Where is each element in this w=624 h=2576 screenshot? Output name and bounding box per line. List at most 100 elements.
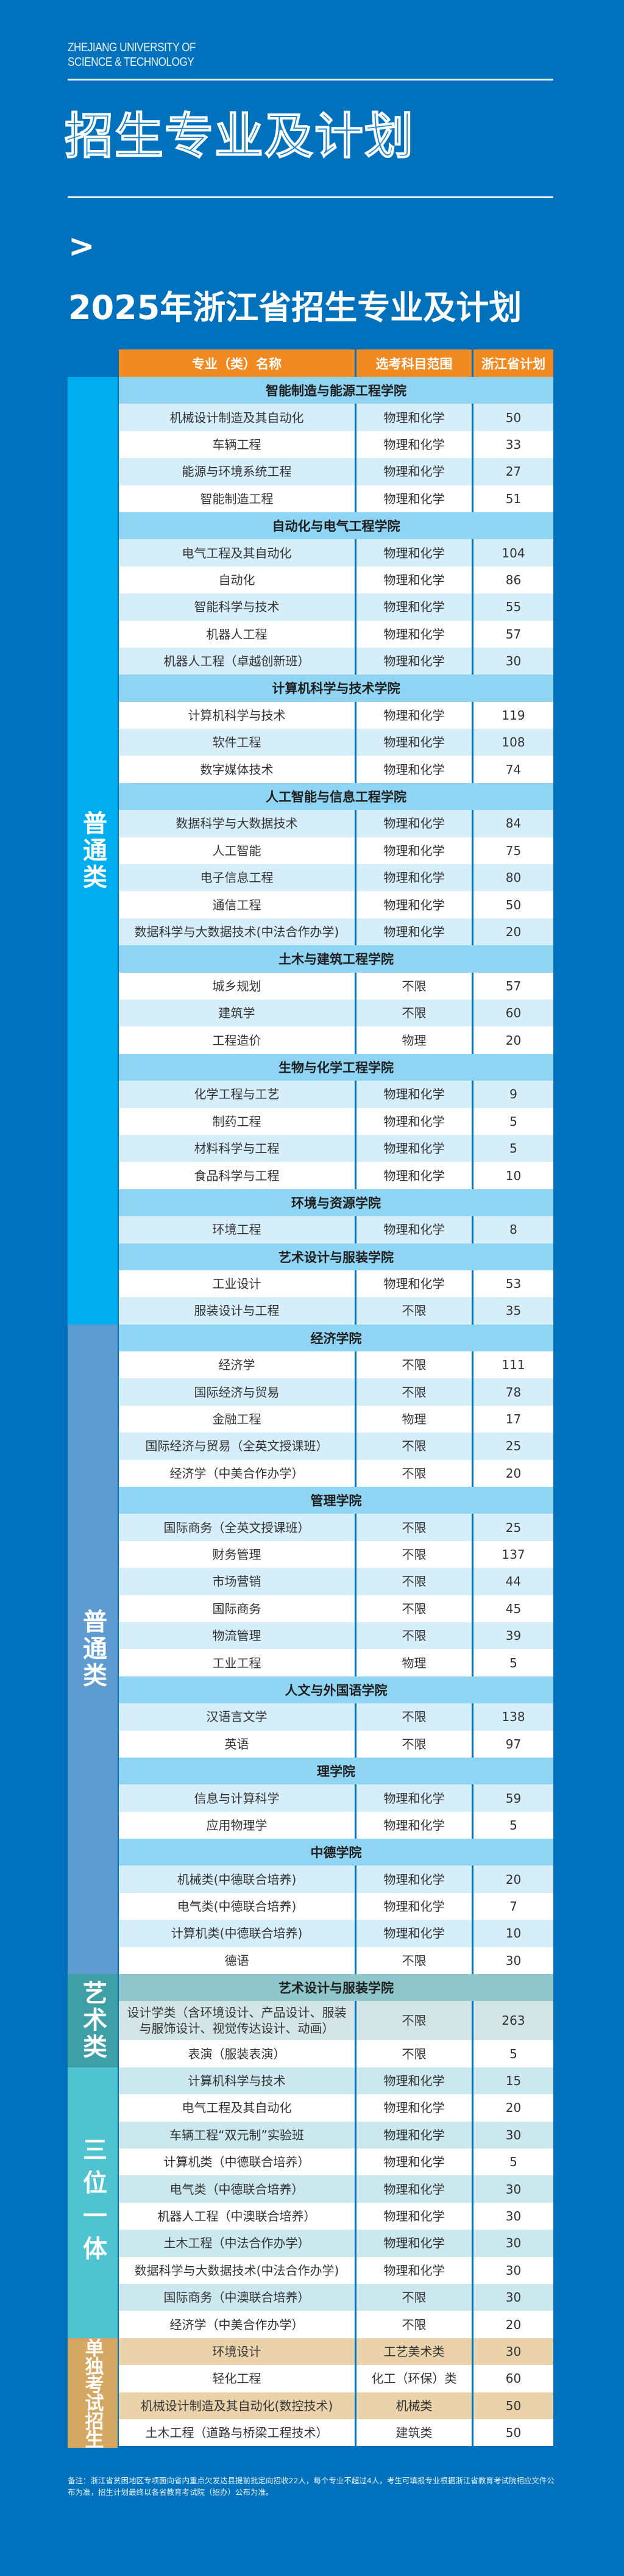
admission-plan-table: 专业（类）名称 选考科目范围 浙江省计划 普通类 智能制造与能源工程学院 机械设计制… (68, 349, 553, 2448)
subjects-cell: 物理和化学 (356, 1920, 472, 1947)
subjects-cell: 物理和化学 (356, 1892, 472, 1920)
major-name-cell: 机器人工程（中澳联合培养） (119, 2202, 355, 2230)
subjects-cell: 不限 (356, 1433, 472, 1460)
college-header: 自动化与电气工程学院 (119, 512, 553, 540)
table-row: 机器人工程（中澳联合培养） 物理和化学 30 (119, 2202, 553, 2230)
category-label-cell: 艺术类 (68, 1974, 118, 2067)
major-name-cell: 经济学（中美合作办学） (119, 2311, 355, 2338)
major-name-cell: 车辆工程“双元制”实验班 (119, 2121, 355, 2148)
table-row: 土木工程（道路与桥梁工程技术） 建筑类 50 (119, 2419, 553, 2447)
major-name-cell: 城乡规划 (119, 972, 355, 1000)
category-label: 普通类 (79, 810, 107, 891)
subjects-cell: 物理和化学 (356, 918, 472, 946)
category-label: 三位一体 (79, 2136, 107, 2269)
table-row: 工业工程 物理 5 (119, 1649, 553, 1676)
plan-count-cell: 5 (473, 1811, 553, 1839)
subjects-cell: 不限 (356, 1730, 472, 1758)
major-name-cell: 智能科学与技术 (119, 593, 355, 621)
plan-count-cell: 108 (473, 729, 553, 756)
header-subjects: 选考科目范围 (356, 349, 472, 377)
plan-count-cell: 104 (473, 539, 553, 567)
college-header: 理学院 (119, 1757, 553, 1785)
subjects-cell: 物理和化学 (356, 593, 472, 621)
major-name-cell: 机械类(中德联合培养) (119, 1866, 355, 1893)
plan-count-cell: 10 (473, 1162, 553, 1189)
table-row: 城乡规划 不限 57 (119, 972, 553, 1000)
table-row: 计算机科学与技术 物理和化学 119 (119, 701, 553, 729)
plan-count-cell: 74 (473, 756, 553, 783)
major-name-cell: 数字媒体技术 (119, 756, 355, 783)
table-row: 电气类（中德联合培养） 物理和化学 30 (119, 2175, 553, 2203)
table-header: 专业（类）名称 选考科目范围 浙江省计划 (119, 349, 553, 377)
subjects-cell: 物理和化学 (356, 2256, 472, 2284)
subjects-cell: 不限 (356, 2040, 472, 2067)
table-row: 电气类(中德联合培养) 物理和化学 7 (119, 1892, 553, 1920)
major-name-cell: 服装设计与工程 (119, 1297, 355, 1325)
table-row: 财务管理 不限 137 (119, 1540, 553, 1569)
table-row: 能源与环境系统工程 物理和化学 27 (119, 458, 553, 485)
plan-count-cell: 119 (473, 701, 553, 729)
table-row: 轻化工程 化工（环保）类 60 (119, 2365, 553, 2392)
college-header: 管理学院 (119, 1487, 553, 1514)
subjects-cell: 物理和化学 (356, 729, 472, 756)
subjects-cell: 化工（环保）类 (356, 2365, 472, 2392)
subjects-cell: 建筑类 (356, 2419, 472, 2447)
table-row: 经济学（中美合作办学） 不限 20 (119, 1459, 553, 1487)
plan-count-cell: 97 (473, 1730, 553, 1758)
subjects-cell: 物理和化学 (356, 756, 472, 783)
plan-count-cell: 30 (473, 2230, 553, 2257)
plan-count-cell: 9 (473, 1081, 553, 1108)
subjects-cell: 不限 (356, 972, 472, 1000)
plan-count-cell: 30 (473, 2121, 553, 2148)
category-group: 艺术类 艺术设计与服装学院 设计学类（含环境设计、产品设计、服装与服饰设计、视觉传达… (68, 1974, 553, 2067)
major-name-cell: 数据科学与大数据技术(中法合作办学) (119, 2256, 355, 2284)
table-row: 建筑学 不限 60 (119, 999, 553, 1027)
subjects-cell: 不限 (356, 1595, 472, 1622)
table-row: 数字媒体技术 物理和化学 74 (119, 756, 553, 783)
table-row: 数据科学与大数据技术 物理和化学 84 (119, 810, 553, 837)
table-row: 数据科学与大数据技术(中法合作办学) 物理和化学 30 (119, 2256, 553, 2284)
header-major-name: 专业（类）名称 (119, 349, 355, 377)
header-plan: 浙江省计划 (473, 349, 553, 377)
major-name-cell: 设计学类（含环境设计、产品设计、服装与服饰设计、视觉传达设计、动画） (119, 2001, 355, 2041)
major-name-cell: 车辆工程 (119, 431, 355, 459)
major-name-cell: 人工智能 (119, 837, 355, 865)
major-name-cell: 建筑学 (119, 999, 355, 1027)
subjects-cell: 不限 (356, 1947, 472, 1975)
subjects-cell: 物理和化学 (356, 2094, 472, 2122)
subjects-cell: 物理和化学 (356, 566, 472, 594)
plan-count-cell: 20 (473, 2311, 553, 2338)
subjects-cell: 物理和化学 (356, 2121, 472, 2148)
major-name-cell: 工业工程 (119, 1649, 355, 1676)
plan-count-cell: 55 (473, 593, 553, 621)
plan-count-cell: 35 (473, 1297, 553, 1325)
major-name-cell: 轻化工程 (119, 2365, 355, 2392)
major-name-cell: 国际经济与贸易（全英文授课班） (119, 1433, 355, 1460)
table-row: 车辆工程“双元制”实验班 物理和化学 30 (119, 2121, 553, 2148)
major-name-cell: 国际商务 (119, 1595, 355, 1622)
plan-count-cell: 5 (473, 1649, 553, 1676)
major-name-cell: 应用物理学 (119, 1811, 355, 1839)
subjects-cell: 不限 (356, 1378, 472, 1406)
major-name-cell: 国际商务（中澳联合培养） (119, 2283, 355, 2311)
plan-count-cell: 30 (473, 2202, 553, 2230)
plan-count-cell: 30 (473, 2175, 553, 2203)
brand-line-1: ZHEJIANG UNIVERSITY OF (68, 41, 196, 54)
plan-count-cell: 5 (473, 1107, 553, 1135)
table-row: 计算机科学与技术 物理和化学 15 (119, 2067, 553, 2095)
table-row: 国际经济与贸易（全英文授课班） 不限 25 (119, 1433, 553, 1460)
brand-line-2: SCIENCE & TECHNOLOGY (68, 55, 194, 69)
subjects-cell: 物理 (356, 1649, 472, 1676)
major-name-cell: 数据科学与大数据技术 (119, 810, 355, 837)
table-row: 环境设计 工艺美术类 30 (119, 2338, 553, 2366)
college-header: 生物与化学工程学院 (119, 1053, 553, 1081)
major-name-cell: 食品科学与工程 (119, 1162, 355, 1189)
plan-count-cell: 20 (473, 1459, 553, 1487)
subjects-cell: 物理和化学 (356, 539, 472, 567)
subjects-cell: 物理和化学 (356, 810, 472, 837)
category-label-cell: 普通类 (68, 1324, 118, 1975)
subjects-cell: 物理和化学 (356, 620, 472, 648)
subjects-cell: 物理 (356, 1026, 472, 1054)
plan-count-cell: 7 (473, 1892, 553, 1920)
plan-count-cell: 5 (473, 2040, 553, 2067)
